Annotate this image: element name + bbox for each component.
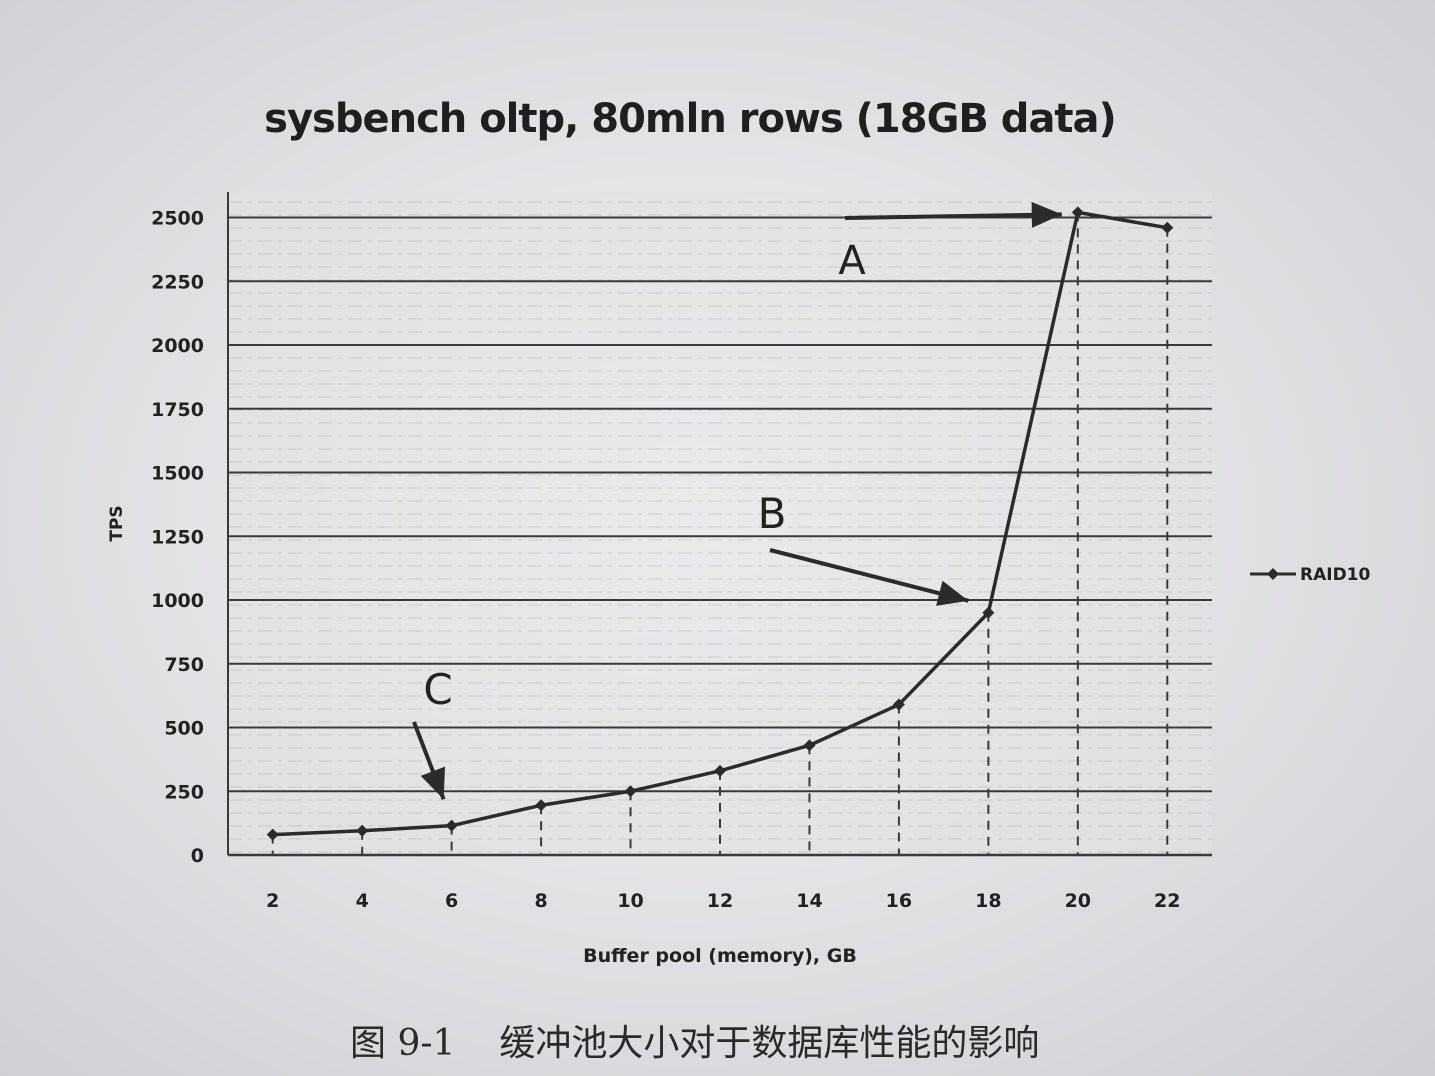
y-tick-label: 0	[191, 845, 204, 867]
annotation-arrow-b-head	[936, 580, 969, 606]
data-point	[803, 739, 816, 752]
x-tick-label: 4	[356, 890, 369, 912]
x-tick-label: 20	[1065, 890, 1091, 912]
legend-label-raid10: RAID10	[1300, 565, 1371, 585]
annotation-arrow-a	[844, 212, 1062, 220]
annotation-arrow-b	[769, 548, 969, 603]
data-point	[624, 785, 637, 798]
data-point	[892, 698, 905, 711]
x-tick-label: 10	[617, 890, 643, 912]
annotation-arrow-a-head	[1031, 201, 1062, 228]
x-tick-label: 12	[707, 890, 733, 912]
x-tick-label: 18	[975, 890, 1001, 912]
annotation-label-c: C	[423, 665, 452, 714]
y-tick-label: 1750	[151, 399, 204, 421]
chart-title: sysbench oltp, 80mln rows (18GB data)	[264, 96, 1117, 142]
plot-area	[228, 192, 1212, 855]
data-point	[356, 824, 369, 837]
data-point	[982, 606, 995, 619]
data-point	[1161, 221, 1174, 234]
y-tick-label: 250	[164, 781, 204, 803]
annotation-arrow-c-head	[420, 766, 446, 800]
y-tick-label: 500	[164, 718, 204, 740]
y-tick-label: 750	[164, 654, 204, 676]
annotation-label-a: A	[838, 238, 866, 284]
x-axis-label: Buffer pool (memory), GB	[583, 945, 857, 967]
x-tick-label: 2	[266, 890, 279, 912]
y-tick-label: 1250	[151, 526, 204, 548]
y-tick-label: 1500	[151, 463, 204, 485]
data-point	[445, 819, 458, 832]
data-point	[1071, 206, 1084, 219]
y-tick-label: 2000	[151, 335, 204, 357]
x-tick-label: 6	[445, 890, 458, 912]
data-point	[535, 799, 548, 812]
caption-number: 图 9-1	[350, 1023, 456, 1064]
x-tick-label: 22	[1154, 890, 1180, 912]
figure-caption: 图 9-1 缓冲池大小对于数据库性能的影响	[350, 1014, 1170, 1066]
data-point	[714, 764, 726, 777]
x-tick-label: 14	[796, 890, 822, 912]
caption-text: 缓冲池大小对于数据库性能的影响	[499, 1023, 1040, 1064]
y-axis-label: TPS	[107, 505, 127, 541]
annotation-label-b: B	[758, 489, 787, 538]
y-tick-label: 2500	[151, 208, 204, 230]
legend-marker-raid10	[1267, 568, 1279, 580]
x-tick-label: 16	[886, 890, 912, 912]
y-tick-label: 1000	[151, 590, 204, 612]
data-point	[266, 828, 279, 841]
x-tick-label: 8	[534, 890, 547, 912]
y-tick-label: 2250	[151, 271, 204, 293]
